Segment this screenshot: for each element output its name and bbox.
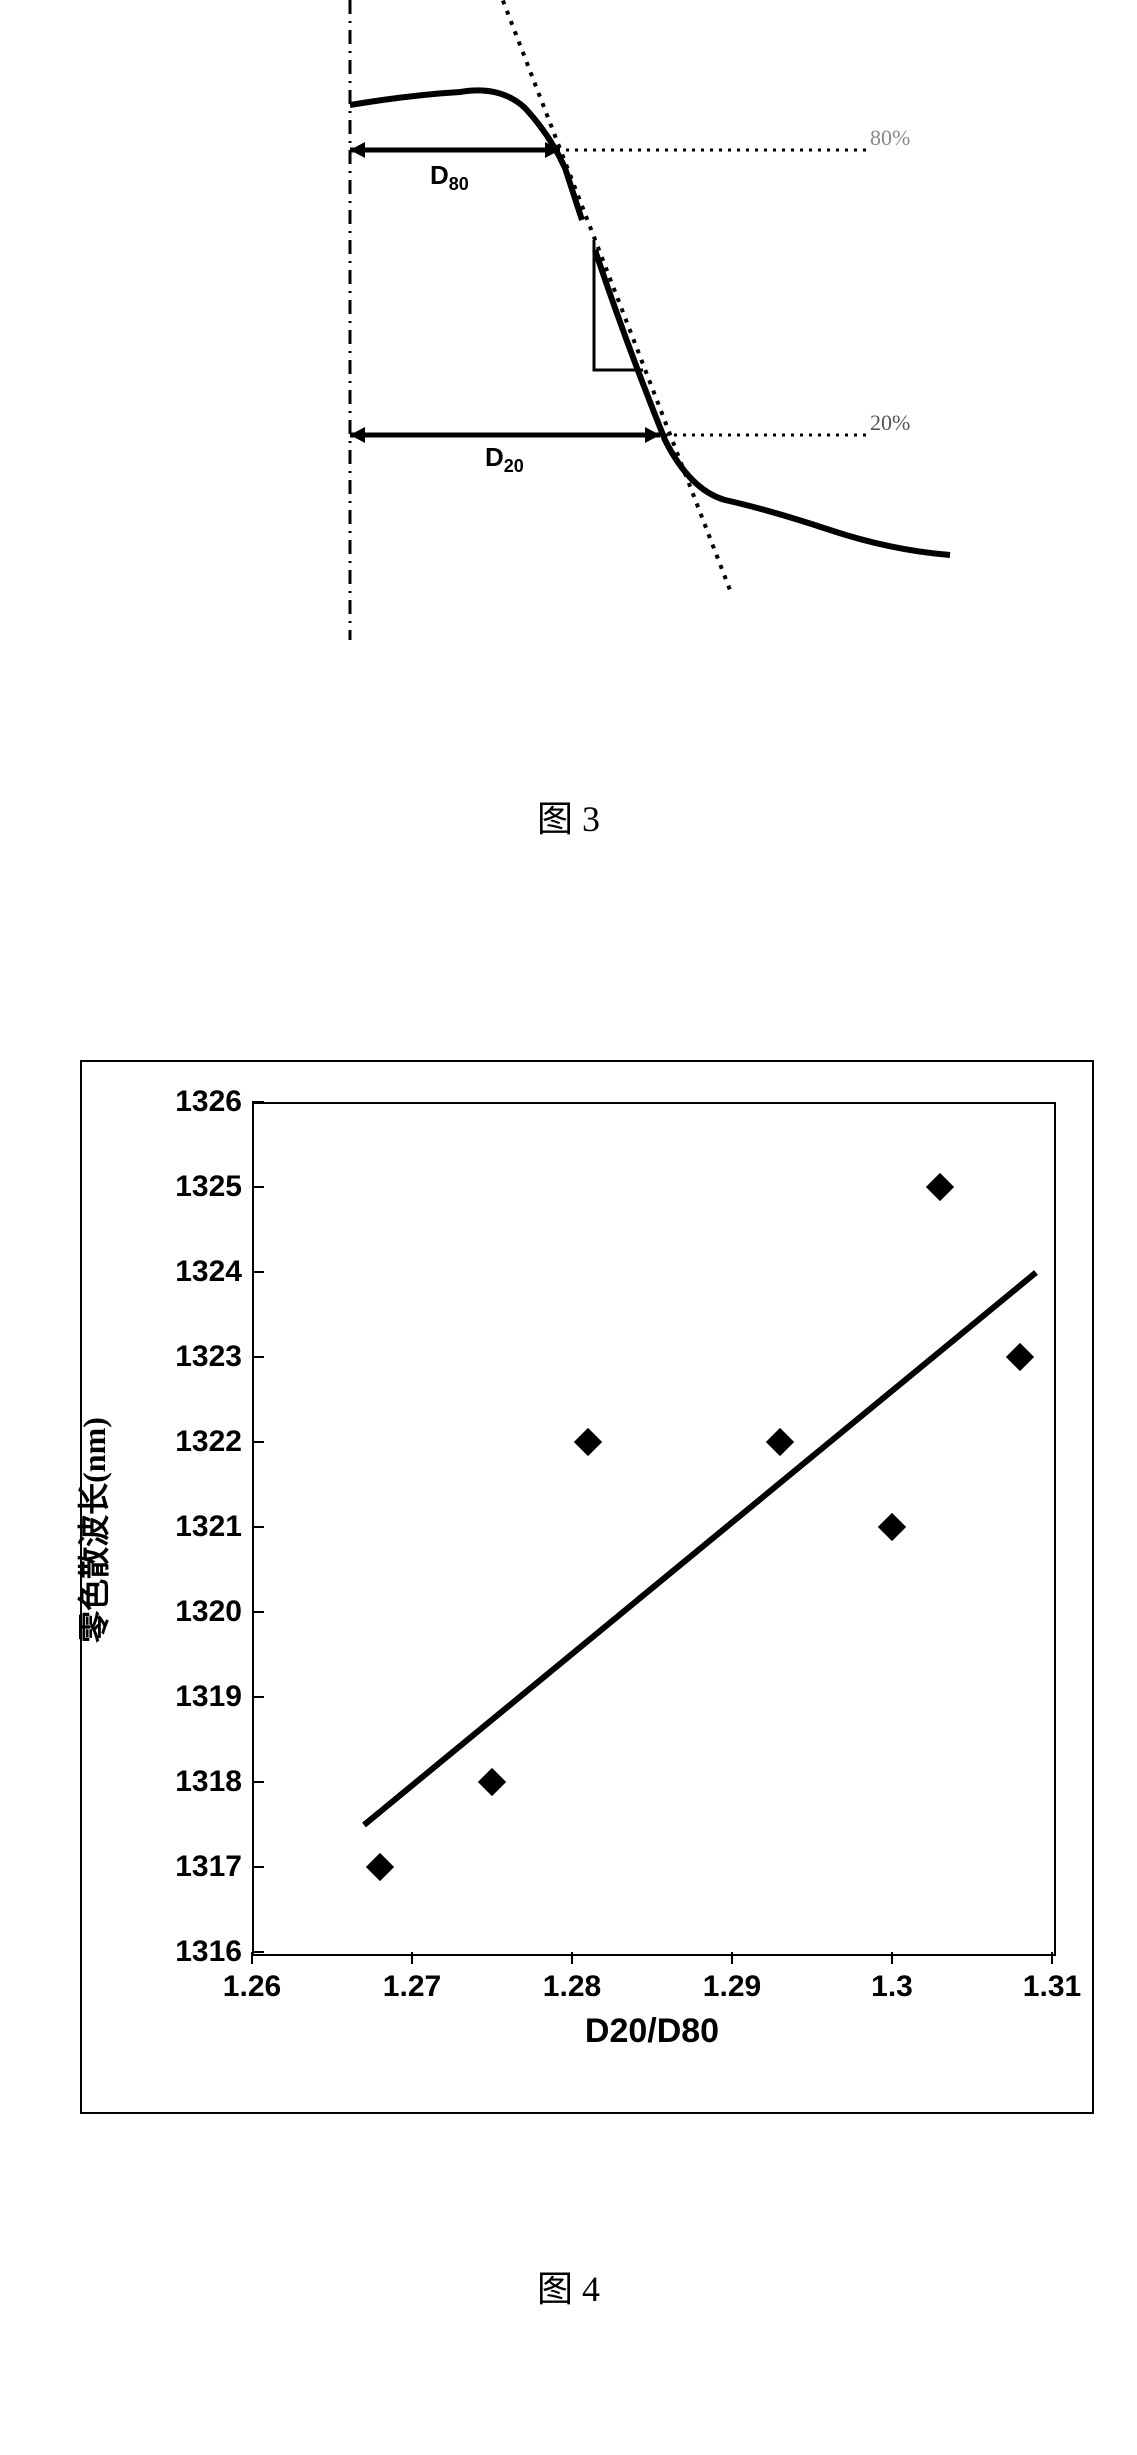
figure-3: 80% 20% D80 D20 [330, 0, 970, 720]
x-tick [571, 1952, 573, 1964]
figure-4: 零色散波长(nm) D20/D80 1316131713181319132013… [80, 1060, 1094, 2114]
y-tick-label: 1325 [152, 1170, 242, 1204]
x-tick-label: 1.31 [1023, 1970, 1081, 2004]
y-tick [252, 1781, 264, 1783]
x-tick [1051, 1952, 1053, 1964]
y-tick-label: 1319 [152, 1680, 242, 1714]
figure-3-d20-label: D20 [485, 442, 524, 477]
x-tick-label: 1.29 [703, 1970, 761, 2004]
y-tick [252, 1696, 264, 1698]
figure-3-label-80: 80% [870, 125, 910, 151]
x-tick-label: 1.27 [383, 1970, 441, 2004]
y-tick [252, 1101, 264, 1103]
y-tick-label: 1320 [152, 1595, 242, 1629]
x-tick-label: 1.28 [543, 1970, 601, 2004]
y-tick [252, 1271, 264, 1273]
figure-3-d80-label: D80 [430, 160, 469, 195]
y-tick [252, 1356, 264, 1358]
x-tick [891, 1952, 893, 1964]
figure-4-y-axis-label: 零色散波长(nm) [69, 1380, 115, 1680]
figure-4-plot-area [252, 1102, 1056, 1956]
figure-3-svg [330, 0, 970, 720]
y-tick [252, 1441, 264, 1443]
x-tick-label: 1.26 [223, 1970, 281, 2004]
x-tick [411, 1952, 413, 1964]
y-tick-label: 1316 [152, 1935, 242, 1969]
figure-3-caption: 图 3 [0, 790, 1137, 842]
y-tick-label: 1318 [152, 1765, 242, 1799]
figure-4-caption: 图 4 [0, 2260, 1137, 2312]
y-tick-label: 1326 [152, 1085, 242, 1119]
page: 80% 20% D80 D20 图 3 零色散波长(nm) D20/D80 13… [0, 0, 1137, 2455]
x-tick [731, 1952, 733, 1964]
y-tick [252, 1866, 264, 1868]
y-tick-label: 1323 [152, 1340, 242, 1374]
x-tick [251, 1952, 253, 1964]
y-tick-label: 1322 [152, 1425, 242, 1459]
y-tick [252, 1526, 264, 1528]
y-tick-label: 1321 [152, 1510, 242, 1544]
x-tick-label: 1.3 [871, 1970, 913, 2004]
y-tick [252, 1951, 264, 1953]
figure-4-x-axis-label: D20/D80 [252, 2012, 1052, 2051]
y-tick-label: 1324 [152, 1255, 242, 1289]
y-tick-label: 1317 [152, 1850, 242, 1884]
figure-3-label-20: 20% [870, 410, 910, 436]
y-tick [252, 1186, 264, 1188]
y-tick [252, 1611, 264, 1613]
